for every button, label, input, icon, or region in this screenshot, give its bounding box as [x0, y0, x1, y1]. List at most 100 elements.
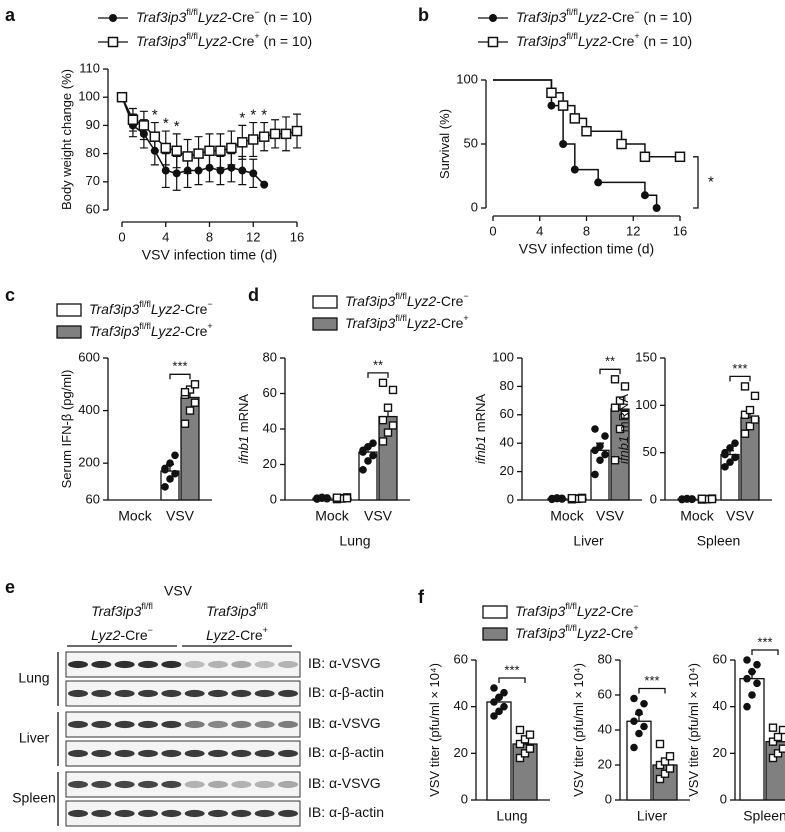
x-tick-label: 8: [206, 229, 213, 244]
blot-band: [114, 720, 135, 729]
data-point: [369, 451, 377, 460]
text-part: −: [207, 299, 212, 309]
marker: [652, 204, 661, 212]
y-tick-label: 0: [270, 491, 277, 506]
y-tick-label: 0: [605, 791, 612, 806]
data-point: [740, 382, 750, 391]
marker: [204, 145, 215, 157]
data-point: [548, 494, 556, 503]
blot-band: [68, 689, 88, 698]
legend-label: Traf3ip3fl/flLyz2-Cre− (n = 10): [136, 7, 312, 24]
y-tick-label: 0: [650, 491, 657, 506]
text-part: fl/fl: [566, 31, 578, 41]
data-point: [768, 723, 778, 732]
text-part: fl/fl: [565, 601, 577, 611]
blot-band: [278, 749, 298, 758]
tissue-label: Liver: [19, 730, 50, 746]
text-part: (n = 10): [640, 9, 693, 25]
significance-label: **: [605, 354, 615, 369]
data-point: [591, 425, 599, 433]
x-axis-label: VSV infection time (d): [142, 247, 277, 263]
y-tick-label: 0: [461, 791, 468, 806]
data-point: [630, 694, 638, 703]
y-tick-label: 80: [263, 349, 277, 364]
text-part: -Cre: [120, 627, 147, 643]
x-tick-label: VSV: [364, 508, 393, 524]
blot-band: [91, 660, 112, 669]
panel-letter: f: [418, 587, 425, 607]
data-point: [359, 446, 367, 455]
blot-band: [68, 780, 88, 789]
data-point: [678, 495, 686, 503]
blot-band: [91, 780, 112, 789]
group-label: Traf3ip3fl/fl: [91, 601, 153, 618]
marker: [258, 131, 270, 142]
y-axis-label: Survival (%): [437, 109, 452, 179]
text-part: fl/fl: [565, 623, 577, 633]
text-part: −: [148, 625, 153, 635]
significance-bracket: [638, 687, 666, 694]
tissue-label: Lung: [18, 670, 49, 686]
data-point: [768, 737, 778, 746]
text-part: −: [634, 7, 639, 17]
data-point: [596, 456, 604, 465]
text-part: Lyz2: [407, 315, 437, 331]
y-axis-label: VSV titer (pfu/ml × 10⁴): [571, 663, 586, 797]
legend-marker: [109, 14, 117, 22]
x-axis-label: VSV infection time (d): [519, 241, 654, 257]
data-point: [697, 494, 707, 503]
data-point: [731, 439, 739, 448]
panel-letter: c: [5, 285, 15, 305]
data-point: [161, 465, 169, 474]
data-point: [743, 702, 751, 711]
text-part: fl/fl: [186, 7, 198, 17]
text-part: Lyz2: [198, 33, 228, 49]
text-part: +: [633, 623, 638, 633]
text-part: Lyz2: [407, 293, 437, 309]
data-point: [171, 469, 179, 478]
marker: [569, 113, 581, 124]
blot-band: [278, 809, 298, 818]
data-point: [778, 744, 785, 753]
marker: [226, 142, 237, 154]
blot-band: [138, 780, 158, 789]
marker: [547, 101, 556, 110]
data-point: [359, 466, 367, 474]
marker: [116, 91, 128, 103]
text-part: +: [263, 625, 268, 635]
data-point: [748, 691, 756, 699]
text-part: Traf3ip3: [136, 33, 187, 49]
x-tick-label: Mock: [118, 508, 152, 524]
significance-bracket: [693, 156, 699, 209]
blot-band: [138, 720, 158, 729]
data-point: [740, 429, 750, 438]
blot-band: [231, 780, 252, 789]
annotation: *: [250, 107, 256, 124]
group-label: Traf3ip3fl/fl: [206, 601, 268, 618]
blot-band: [161, 689, 182, 698]
blot-band: [278, 660, 298, 669]
marker: [215, 145, 226, 157]
marker: [269, 128, 281, 140]
blot-band: [184, 689, 205, 698]
data-point: [378, 378, 388, 388]
text-part: VSV titer (pfu/ml × 10⁴): [571, 663, 586, 797]
significance-label: **: [373, 357, 383, 372]
y-tick-label: 20: [713, 745, 727, 760]
blot-band: [254, 660, 275, 669]
y-tick-label: 600: [78, 349, 100, 364]
blot-band: [184, 780, 205, 789]
blot-band: [138, 749, 158, 758]
data-point: [591, 446, 599, 455]
text-part: Lyz2: [577, 603, 607, 619]
data-point: [520, 749, 530, 758]
data-point: [342, 494, 352, 503]
y-axis-label: Body weight change (%): [59, 69, 74, 210]
legend-swatch: [312, 317, 338, 331]
x-axis-label: Lung: [339, 533, 370, 549]
blot-band: [114, 660, 135, 669]
data-point: [190, 398, 200, 407]
marker: [149, 131, 161, 142]
data-point: [731, 453, 739, 462]
y-tick-label: 80: [500, 378, 514, 393]
